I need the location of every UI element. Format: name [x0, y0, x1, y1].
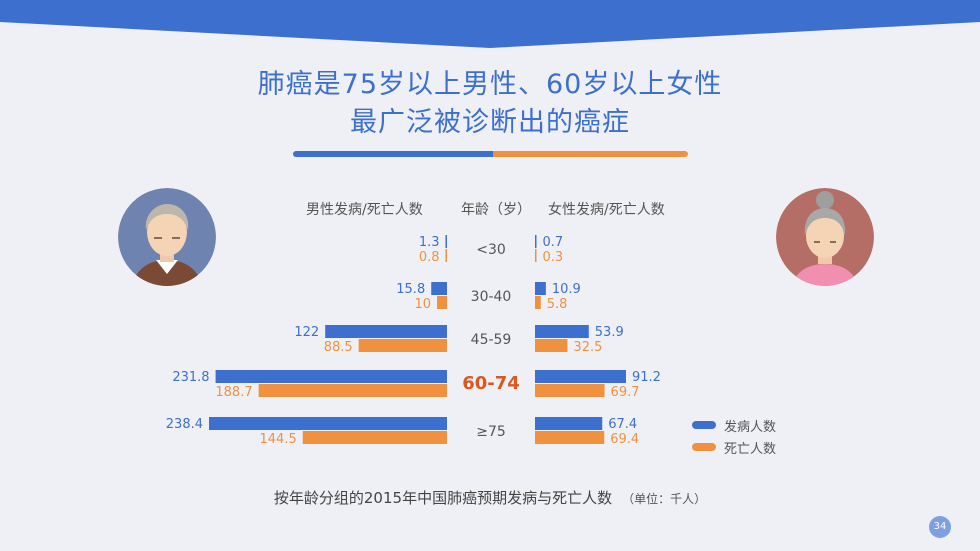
label-male-incidence-3: 231.8: [172, 370, 209, 385]
label-female-death-3: 69.7: [611, 385, 640, 400]
lung-cancer-butterfly-chart: 1.30.8 0.70.3 <30 15.810 10.95.8 30-40 122 88.5…: [166, 235, 661, 447]
bar-male-death-3: [258, 384, 447, 397]
bar-male-incidence-2: [325, 325, 447, 338]
bar-female-incidence-0: [535, 235, 537, 248]
bar-female-incidence-1: [535, 282, 546, 295]
male-column-header: 男性发病/死亡人数: [306, 202, 423, 218]
legend-label-death: 死亡人数: [724, 441, 777, 457]
label-male-death-2: 88.5: [324, 340, 353, 355]
underline-incidence-segment: [293, 151, 493, 157]
bar-female-death-4: [535, 431, 605, 444]
label-male-death-0: 0.8: [419, 250, 440, 265]
bar-female-death-0: [535, 249, 537, 262]
label-female-death-0: 0.3: [543, 250, 564, 265]
label-male-death-4: 144.5: [260, 432, 297, 447]
top-banner: [0, 0, 980, 48]
underline-death-segment: [493, 151, 688, 157]
chart-caption: 按年龄分组的2015年中国肺癌预期发病与死亡人数 （单位：千人）: [0, 487, 980, 508]
female-column-header: 女性发病/死亡人数: [548, 202, 665, 218]
elderly-woman-avatar-icon: [776, 188, 874, 286]
age-column-header: 年龄（岁）: [461, 202, 531, 218]
age-category-0: <30: [476, 242, 506, 258]
bar-male-death-2: [358, 339, 447, 352]
label-female-death-2: 32.5: [573, 340, 602, 355]
age-category-2: 45-59: [471, 332, 512, 348]
label-male-death-3: 188.7: [215, 385, 252, 400]
label-female-death-1: 5.8: [547, 297, 568, 312]
label-female-death-4: 69.4: [610, 432, 639, 447]
bar-male-death-0: [445, 249, 447, 262]
age-category-1: 30-40: [471, 289, 512, 305]
age-category-4: ≥75: [476, 424, 506, 440]
caption-unit: （单位：千人）: [622, 492, 707, 506]
label-male-incidence-0: 1.3: [419, 235, 440, 250]
label-female-incidence-3: 91.2: [632, 370, 661, 385]
bar-male-incidence-3: [215, 370, 447, 383]
title-underline: [293, 151, 688, 157]
bar-male-incidence-4: [209, 417, 447, 430]
bar-female-incidence-2: [535, 325, 589, 338]
bar-male-incidence-0: [445, 235, 447, 248]
legend-label-incidence: 发病人数: [724, 419, 777, 435]
chart-legend: 发病人数 死亡人数: [692, 414, 776, 458]
bar-male-incidence-1: [431, 282, 447, 295]
label-female-incidence-2: 53.9: [595, 325, 624, 340]
label-female-incidence-1: 10.9: [552, 282, 581, 297]
legend-swatch-incidence: [692, 421, 716, 429]
caption-text: 按年龄分组的2015年中国肺癌预期发病与死亡人数: [273, 489, 613, 507]
bar-female-incidence-4: [535, 417, 603, 430]
bar-male-death-1: [437, 296, 447, 309]
label-male-incidence-1: 15.8: [396, 282, 425, 297]
elderly-man-avatar-icon: [118, 188, 216, 286]
bar-female-death-3: [535, 384, 605, 397]
legend-item-incidence: 发病人数: [692, 414, 776, 436]
label-female-incidence-0: 0.7: [543, 235, 564, 250]
legend-swatch-death: [692, 443, 716, 451]
label-female-incidence-4: 67.4: [608, 417, 637, 432]
page-number-badge: 34: [929, 516, 951, 538]
label-male-death-1: 10: [414, 297, 431, 312]
label-male-incidence-4: 238.4: [166, 417, 203, 432]
bar-female-death-2: [535, 339, 568, 352]
label-male-incidence-2: 122: [294, 325, 319, 340]
bar-female-death-1: [535, 296, 541, 309]
age-category-3: 60-74: [462, 373, 520, 394]
legend-item-death: 死亡人数: [692, 436, 776, 458]
bar-female-incidence-3: [535, 370, 626, 383]
page-title-line-2: 最广泛被诊断出的癌症: [350, 107, 630, 138]
bar-male-death-4: [302, 431, 447, 444]
page-title-line-1: 肺癌是75岁以上男性、60岁以上女性: [257, 69, 723, 100]
